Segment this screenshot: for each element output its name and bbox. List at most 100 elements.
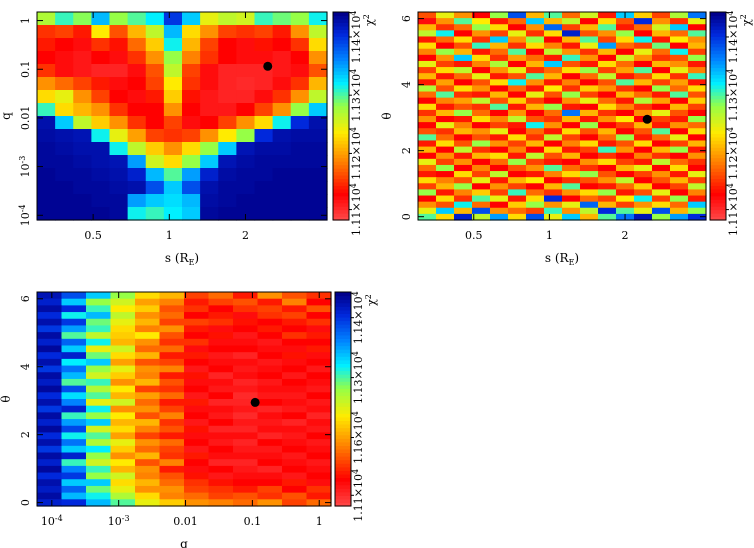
heatmap-cell [454, 42, 473, 50]
colorbar-step [333, 39, 349, 44]
heatmap-cell [110, 499, 136, 507]
heatmap-cell [616, 48, 635, 56]
heatmap-cell [544, 67, 563, 74]
heatmap-cell [306, 492, 332, 500]
heatmap-cell [91, 38, 111, 52]
heatmap-cell [526, 201, 545, 209]
heatmap-cell [688, 48, 707, 56]
y-tick-label: 0.1 [19, 60, 32, 78]
heatmap-cell [634, 36, 653, 44]
heatmap-cell [580, 18, 599, 25]
heatmap-cell [598, 42, 617, 50]
heatmap-cell [652, 60, 671, 68]
heatmap-cell [598, 183, 617, 191]
heatmap-cell [688, 36, 707, 44]
heatmap-cell [290, 155, 310, 169]
heatmap-cell [652, 201, 671, 209]
heatmap-cell [634, 195, 653, 203]
heatmap-cell [159, 325, 185, 333]
heatmap-cell [200, 129, 219, 143]
colorbar-step [710, 25, 726, 30]
heatmap-cell [544, 201, 563, 209]
heatmap-cell [688, 177, 707, 184]
heatmap-cell [282, 358, 308, 367]
heatmap-cell [163, 168, 183, 182]
heatmap-cell [282, 378, 308, 387]
heatmap-cell [598, 201, 617, 209]
heatmap-cell [233, 479, 259, 487]
heatmap-cell [37, 12, 56, 26]
heatmap-cell [490, 67, 509, 74]
heatmap-cell [55, 142, 74, 156]
heatmap-cell [652, 109, 671, 117]
heatmap-cell [598, 12, 617, 19]
heatmap-cell [544, 97, 563, 105]
heatmap-cell [616, 67, 635, 74]
heatmap-cell [616, 97, 635, 105]
heatmap-cell [526, 158, 545, 166]
heatmap-cell [526, 122, 545, 129]
heatmap-cell [254, 12, 274, 26]
heatmap-cell [282, 312, 308, 320]
heatmap-cell [490, 207, 509, 215]
colorbar-tick-label: 1.14×104 [349, 11, 363, 64]
colorbar-step [333, 122, 349, 127]
heatmap-cell [282, 479, 308, 487]
heatmap-cell [110, 472, 136, 480]
heatmap-cell [670, 48, 689, 56]
heatmap-cell [616, 91, 635, 99]
heatmap-cell [257, 485, 283, 494]
heatmap-cell [634, 134, 653, 142]
heatmap-cell [308, 64, 328, 78]
colorbar-step [333, 140, 349, 145]
heatmap-cell [634, 109, 653, 117]
heatmap-cell [184, 318, 210, 327]
heatmap-cell [282, 305, 308, 313]
heatmap-cell [61, 298, 87, 306]
heatmap-cell [616, 134, 635, 142]
heatmap-cell [306, 472, 332, 480]
heatmap-cell [670, 85, 689, 93]
heatmap-cell [688, 67, 707, 74]
heatmap-cell [37, 77, 56, 91]
y-tick-label: 0.01 [19, 106, 32, 131]
heatmap-cell [61, 412, 87, 420]
heatmap-cell [218, 64, 237, 78]
heatmap-cell [236, 12, 256, 26]
heatmap-cell [110, 378, 136, 387]
heatmap-cell [670, 73, 689, 80]
heatmap-cell [91, 64, 111, 78]
heatmap-cell [616, 54, 635, 62]
heatmap-cell [184, 358, 210, 367]
heatmap-cell [86, 365, 112, 373]
heatmap-cell [233, 365, 259, 373]
heatmap-cell [634, 158, 653, 166]
heatmap-cell [86, 485, 112, 494]
heatmap-cell [163, 207, 183, 221]
heatmap-cell [544, 183, 563, 191]
heatmap-cell [254, 142, 274, 156]
heatmap-cell [616, 30, 635, 38]
colorbar-step [335, 481, 351, 486]
heatmap-cell [159, 425, 185, 434]
colorbar-step [710, 77, 726, 82]
heatmap-cell [616, 128, 635, 135]
heatmap-cell [454, 30, 473, 38]
heatmap-cell [526, 79, 545, 87]
heatmap-cell [598, 116, 617, 123]
heatmap-cell [182, 155, 201, 169]
heatmap-cell [184, 399, 210, 407]
heatmap-cell [634, 60, 653, 68]
heatmap-cell [670, 146, 689, 154]
heatmap-cell [598, 146, 617, 154]
heatmap-cell [159, 479, 185, 487]
heatmap-cell [37, 129, 56, 143]
heatmap-cell [652, 67, 671, 74]
heatmap-cell [652, 177, 671, 184]
heatmap-cell [135, 405, 161, 413]
x-tick-label: 10-3 [108, 514, 130, 528]
heatmap-cell [490, 201, 509, 209]
heatmap-cell [73, 129, 92, 143]
heatmap-cell [616, 79, 635, 87]
heatmap-cell [163, 116, 183, 130]
